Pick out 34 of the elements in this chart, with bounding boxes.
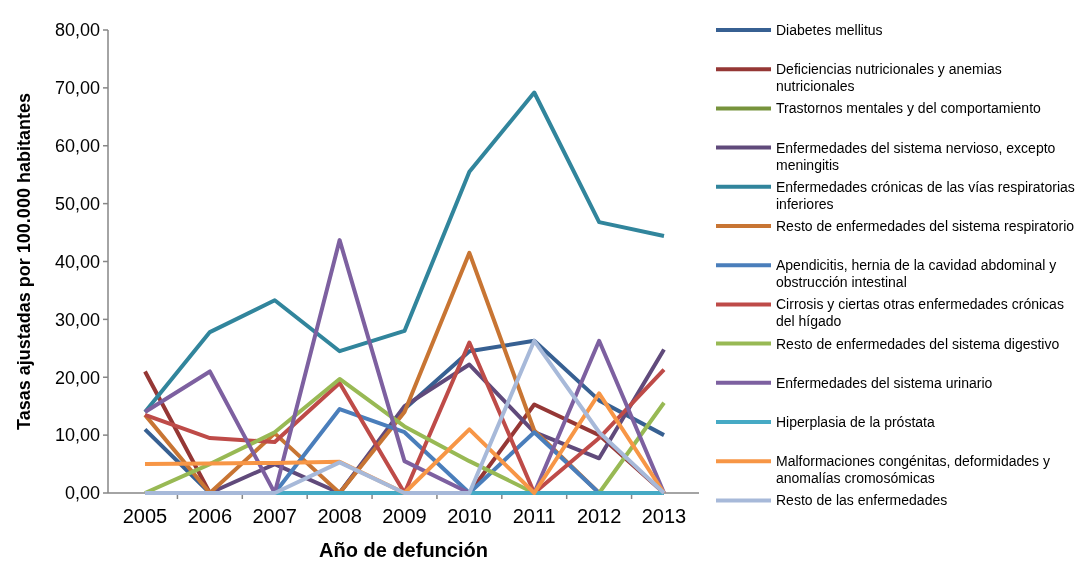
legend-label: Apendicitis, hernia de la cavidad abdominal y obstrucción intestinal	[776, 257, 1057, 291]
y-axis-title: Tasas ajustadas por 100.000 habitantes	[14, 93, 34, 430]
y-tick-label: 50,00	[54, 193, 100, 214]
y-tick-label: 80,00	[54, 20, 100, 41]
legend-label: Diabetes mellitus	[776, 22, 883, 38]
line-series	[143, 90, 666, 414]
x-axis-title: Año de defunción	[319, 539, 488, 561]
y-tick-label: 30,00	[54, 309, 100, 330]
legend-label: Hiperplasia de la próstata	[776, 414, 935, 430]
legend-label: Enfermedades crónicas de las vías respiratorias inferiores	[776, 178, 1075, 212]
x-tick-label: 2010	[447, 505, 492, 527]
y-tick-label: 10,00	[54, 425, 100, 446]
x-tick-label: 2006	[187, 505, 233, 527]
y-tick-label: 40,00	[54, 251, 100, 272]
y-tick-label: 70,00	[54, 78, 100, 99]
legend-label: Malformaciones congénitas, deformidades y anomalías cromosómicas	[776, 453, 1050, 487]
y-tick-label: 20,00	[54, 367, 100, 388]
legend-label: Resto de las enfermedades	[776, 492, 948, 509]
x-tick-label: 2013	[641, 505, 687, 527]
x-tick-label: 2005	[122, 505, 168, 527]
legend-label: Enfermedades del sistema nervioso, excepto meningitis	[776, 139, 1056, 173]
legend-label: Enfermedades del sistema urinario	[776, 374, 993, 391]
x-tick-label: 2011	[512, 505, 556, 527]
x-tick-label: 2009	[382, 505, 427, 527]
x-tick-label: 2008	[317, 505, 362, 527]
x-tick-label: 2012	[576, 505, 622, 527]
legend-label: Deficiencias nutricionales y anemias nutricionales	[776, 61, 1002, 95]
legend-label: Resto de enfermedades del sistema digestivo	[776, 335, 1060, 352]
legend-label: Resto de enfermedades del sistema respiratorio	[776, 218, 1075, 234]
legend-label: Trastornos mentales y del comportamiento	[776, 100, 1042, 117]
x-tick-label: 2007	[252, 505, 297, 527]
y-tick-label: 0,00	[64, 483, 100, 504]
y-tick-label: 60,00	[54, 136, 100, 157]
legend-label: Cirrosis y ciertas otras enfermedades crónicas del hígado	[776, 296, 1064, 330]
